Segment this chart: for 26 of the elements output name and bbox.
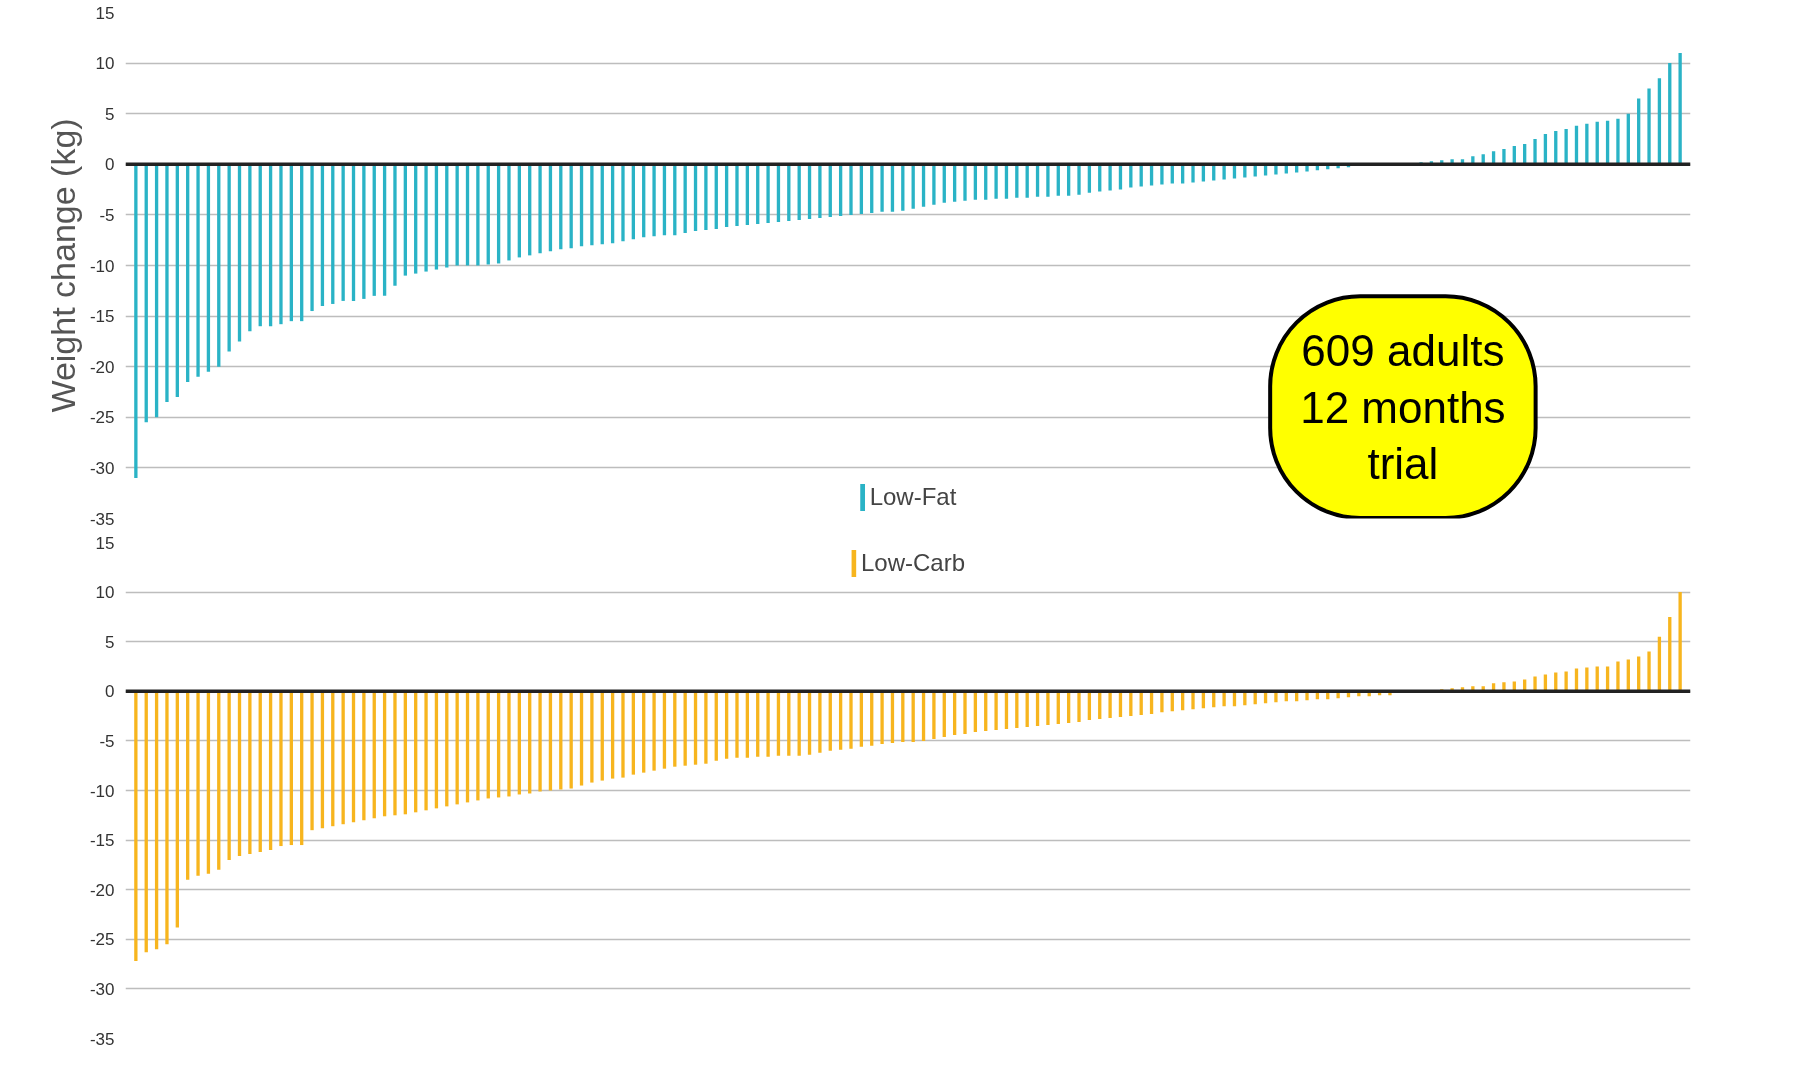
y-tick-label: 15 [95,533,115,553]
y-tick-label: 0 [105,155,115,175]
y-tick-label: 15 [95,3,115,23]
y-axis-title: Weight change (kg) [43,118,82,413]
annotation: 609 adults 12 months trial [1300,326,1506,489]
y-tick-label: -5 [99,731,115,751]
y-tick-label: -20 [89,880,115,900]
y-tick-label: -35 [89,1029,115,1049]
y-tick-label: -25 [89,930,115,950]
y-tick-label: 5 [105,632,115,652]
y-tick-label: -20 [89,357,115,377]
y-tick-label: -30 [89,458,115,478]
y-tick-label: 5 [105,104,115,124]
legend-label: Low-Fat [869,483,957,511]
y-tick-label: -10 [89,781,115,801]
y-tick-label: -15 [89,307,115,327]
y-tick-label: 0 [105,682,115,702]
y-tick-label: 10 [95,54,115,74]
y-tick-label: 10 [95,583,115,603]
y-tick-label: -15 [89,831,115,851]
legend-label: Low-Carb [860,549,966,577]
y-tick-label: -35 [89,509,115,529]
y-tick-label: -25 [89,408,115,428]
y-tick-label: -10 [89,256,115,276]
y-tick-label: -30 [89,979,115,999]
y-tick-label: -5 [99,205,115,225]
